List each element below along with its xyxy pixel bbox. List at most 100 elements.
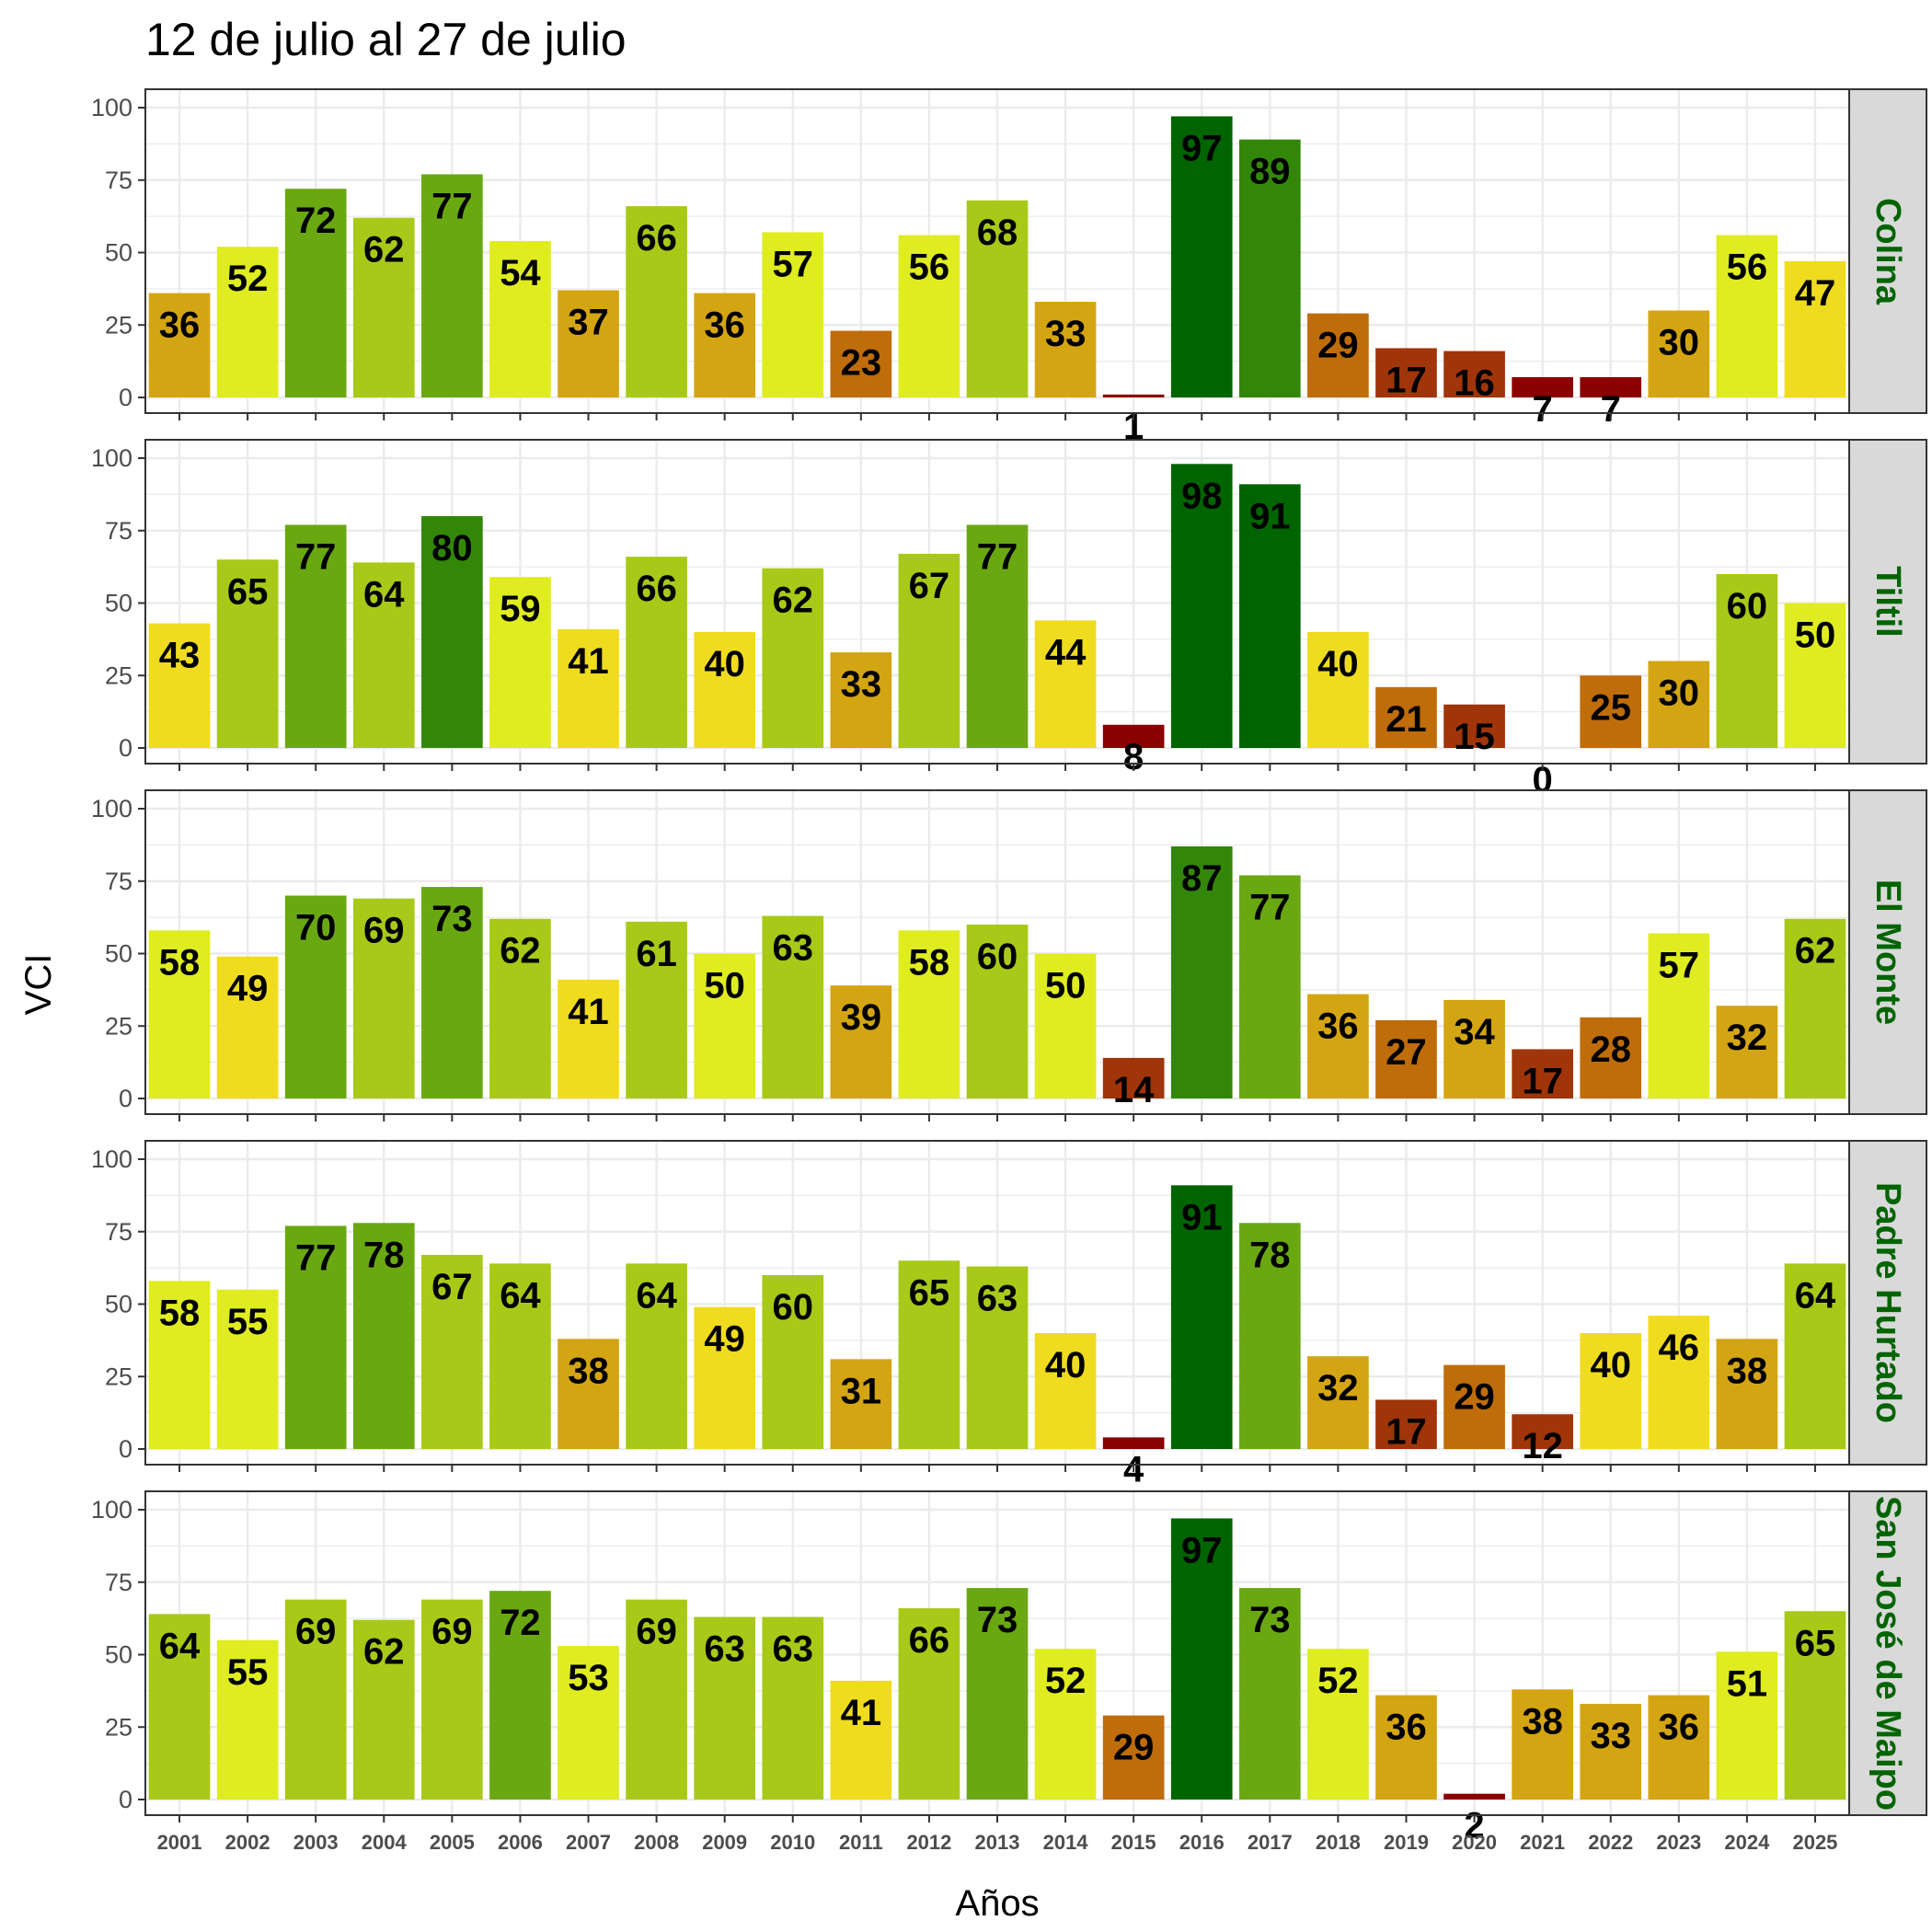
- data-label: 17: [1522, 1061, 1563, 1101]
- data-label: 40: [704, 644, 745, 684]
- y-tick-label: 75: [105, 868, 132, 895]
- bar: [1375, 1019, 1437, 1098]
- x-tick-label: 2025: [1792, 1831, 1837, 1854]
- data-label: 63: [773, 928, 814, 969]
- y-tick-label: 50: [105, 239, 132, 267]
- bar: [694, 1306, 756, 1449]
- data-label: 70: [295, 908, 337, 949]
- x-axis: 2001 2002 2003 2004 2005 2006 2007 2008 2009 2010…: [157, 1831, 1838, 1854]
- y-tick-label: 100: [91, 1496, 132, 1524]
- bar: [1034, 620, 1097, 748]
- data-label: 69: [295, 1612, 337, 1652]
- data-label: 30: [1659, 323, 1700, 363]
- x-tick-label: 2002: [225, 1831, 270, 1854]
- data-label: 34: [1454, 1012, 1495, 1052]
- data-label: 29: [1317, 326, 1359, 366]
- facet-label: Colina: [1869, 198, 1907, 305]
- data-label: 38: [1522, 1701, 1563, 1742]
- bar: [352, 1619, 415, 1800]
- data-label: 16: [1454, 363, 1495, 404]
- bar: [421, 174, 483, 397]
- bar: [966, 524, 1029, 748]
- data-label: 41: [841, 1693, 882, 1733]
- data-label: 59: [500, 589, 541, 629]
- data-label: 39: [841, 997, 882, 1038]
- data-label: 66: [636, 569, 677, 609]
- data-label: 58: [159, 1293, 201, 1333]
- data-label: 77: [431, 186, 473, 226]
- bar: [1648, 1316, 1710, 1449]
- bar: [1716, 1006, 1778, 1098]
- data-label: 32: [1727, 1018, 1768, 1058]
- bar: [1784, 603, 1846, 748]
- data-label: 17: [1386, 360, 1427, 400]
- bar: [148, 1281, 211, 1449]
- bar: [148, 1614, 211, 1800]
- x-tick-label: 2016: [1179, 1831, 1225, 1854]
- data-label: 69: [363, 911, 405, 951]
- bar: [1307, 994, 1369, 1098]
- data-label: 67: [909, 566, 950, 606]
- y-tick-label: 75: [105, 517, 132, 545]
- bar: [421, 1254, 483, 1449]
- data-label: 64: [1795, 1275, 1836, 1316]
- bar: [898, 1608, 960, 1800]
- data-label: 60: [1727, 586, 1768, 627]
- data-label: 50: [1045, 966, 1087, 1006]
- bar: [898, 235, 960, 397]
- data-label: 60: [977, 937, 1018, 977]
- bar: [1238, 1588, 1301, 1800]
- bar: [558, 979, 619, 1098]
- data-label: 56: [909, 247, 950, 288]
- bar: [352, 217, 415, 397]
- bar: [216, 1639, 279, 1800]
- bar: [1580, 675, 1642, 748]
- bar: [1170, 464, 1233, 748]
- x-tick-label: 2006: [498, 1831, 543, 1854]
- y-tick-label: 75: [105, 1569, 132, 1596]
- data-label: 52: [1317, 1661, 1359, 1701]
- data-label: 63: [773, 1629, 814, 1670]
- data-label: 7: [1601, 389, 1621, 430]
- x-tick-label: 2012: [906, 1831, 951, 1854]
- bar: [966, 1588, 1029, 1800]
- facet-label: Padre Hurtado: [1869, 1182, 1907, 1423]
- facet-label: El Monte: [1869, 880, 1907, 1025]
- bar: [626, 921, 687, 1098]
- data-label: 60: [773, 1287, 814, 1328]
- x-tick-label: 2021: [1520, 1831, 1565, 1854]
- bar: [284, 1599, 347, 1800]
- bar: [1307, 632, 1369, 748]
- bar: [1375, 1695, 1437, 1800]
- bar: [421, 887, 483, 1098]
- data-label: 40: [1045, 1345, 1087, 1386]
- bar: [489, 1591, 551, 1800]
- bar: [1170, 116, 1233, 397]
- bar: [626, 1599, 687, 1800]
- bar: [1102, 724, 1165, 748]
- bar: [898, 553, 960, 748]
- data-label: 17: [1386, 1411, 1427, 1452]
- bar: [421, 516, 483, 748]
- data-label: 72: [500, 1603, 541, 1643]
- data-label: 67: [431, 1267, 473, 1307]
- data-label: 41: [568, 641, 609, 682]
- bar: [1648, 661, 1710, 748]
- bar: [1648, 933, 1710, 1098]
- y-tick-label: 100: [91, 444, 132, 472]
- data-label: 21: [1386, 699, 1427, 740]
- data-label: 44: [1045, 632, 1087, 673]
- data-label: 55: [227, 1652, 269, 1693]
- y-tick-label: 75: [105, 167, 132, 194]
- data-label: 57: [773, 244, 814, 284]
- bar: [1375, 1399, 1437, 1449]
- bar: [148, 623, 211, 748]
- y-tick-label: 0: [119, 734, 132, 762]
- data-label: 91: [1249, 496, 1291, 536]
- data-label: 66: [636, 218, 677, 259]
- bar: [558, 1646, 619, 1800]
- bar: [1784, 1263, 1846, 1449]
- data-label: 77: [1249, 887, 1291, 927]
- data-label: 38: [1727, 1351, 1768, 1391]
